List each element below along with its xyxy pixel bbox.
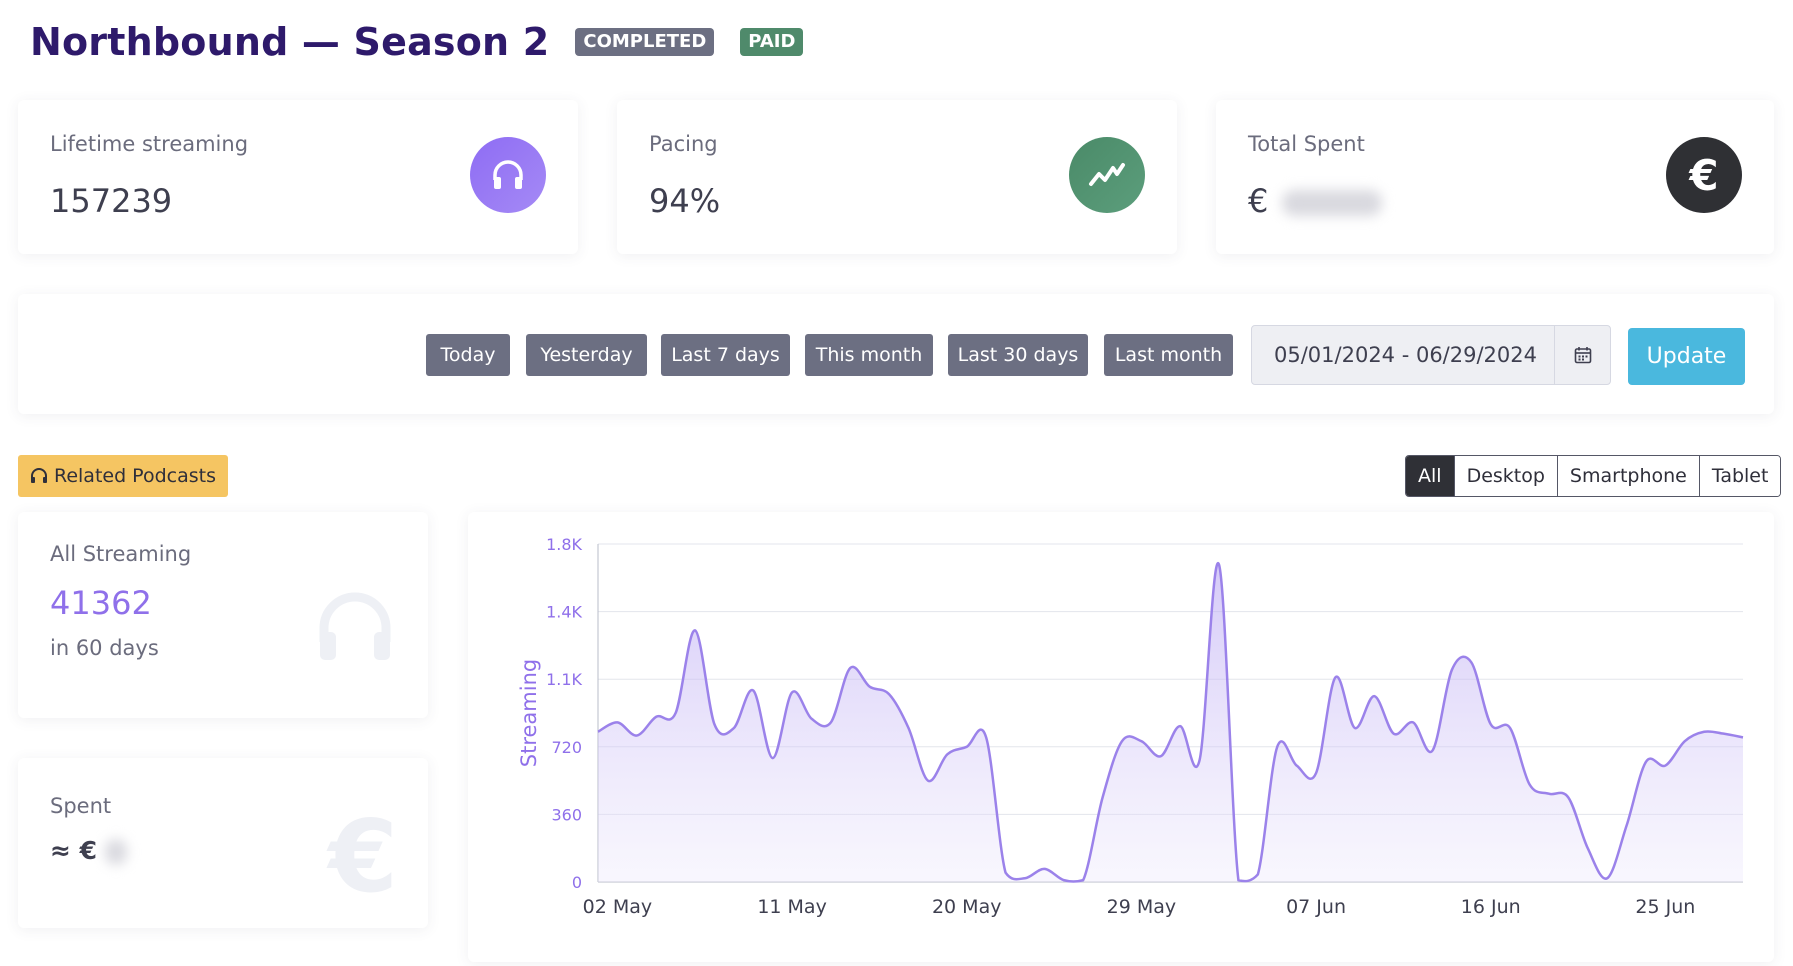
stat-value: 157239 xyxy=(50,182,173,220)
series-line xyxy=(597,562,1744,883)
streaming-area-chart: 0 360 720 1.1K 1.4K 1.8K Streaming 02 May 11 May… xyxy=(517,535,1744,918)
all-streaming-period: in 60 days xyxy=(50,636,159,660)
device-tabs: All Desktop Smartphone Tablet xyxy=(1405,455,1782,497)
y-tick-label: 360 xyxy=(551,805,582,824)
euro-glyph: € xyxy=(1689,150,1719,200)
headphones-icon xyxy=(30,468,47,483)
lifetime-streaming-card: Lifetime streaming 157239 xyxy=(18,100,578,254)
x-tick-label: 11 May xyxy=(757,896,827,918)
x-tick-label: 29 May xyxy=(1107,896,1177,918)
related-podcasts-label: Related Podcasts xyxy=(53,465,216,487)
calendar-icon[interactable] xyxy=(1554,326,1610,384)
y-tick-label: 0 xyxy=(572,873,582,892)
status-badge-paid: PAID xyxy=(740,28,804,56)
filter-this-month-button[interactable]: This month xyxy=(805,334,933,376)
series-area-fill xyxy=(598,563,1743,882)
total-spent-card: Total Spent € € xyxy=(1216,100,1774,254)
filter-last-7-days-button[interactable]: Last 7 days xyxy=(661,334,790,376)
euro-watermark-icon: € xyxy=(328,798,398,915)
spent-approx-symbol: ≈ € xyxy=(50,836,98,865)
stat-label: Total Spent xyxy=(1248,132,1365,156)
stat-value: € xyxy=(1248,182,1383,220)
x-tick-label: 02 May xyxy=(583,896,653,918)
page-header: Northbound — Season 2 COMPLETED PAID xyxy=(30,20,804,64)
date-range-picker[interactable]: 05/01/2024 - 06/29/2024 xyxy=(1251,325,1611,385)
redacted-amount xyxy=(105,839,128,865)
all-streaming-value: 41362 xyxy=(50,584,152,622)
filter-today-button[interactable]: Today xyxy=(426,334,510,376)
redacted-amount xyxy=(1282,190,1383,216)
all-streaming-label: All Streaming xyxy=(50,542,192,566)
tab-all[interactable]: All xyxy=(1406,456,1454,496)
y-tick-label: 720 xyxy=(551,738,582,757)
spent-value: ≈ € xyxy=(50,836,128,865)
tab-smartphone[interactable]: Smartphone xyxy=(1556,456,1699,496)
filter-last-month-button[interactable]: Last month xyxy=(1104,334,1233,376)
x-tick-label: 07 Jun xyxy=(1286,896,1346,918)
y-tick-label: 1.4K xyxy=(546,603,582,622)
stat-label: Lifetime streaming xyxy=(50,132,249,156)
euro-icon: € xyxy=(1666,137,1742,213)
y-tick-label: 1.8K xyxy=(546,535,582,554)
page-title: Northbound — Season 2 xyxy=(30,20,550,64)
pacing-card: Pacing 94% xyxy=(617,100,1177,254)
spent-card: Spent ≈ € € xyxy=(18,758,428,928)
x-tick-label: 25 Jun xyxy=(1635,896,1695,918)
headphones-watermark-icon xyxy=(316,592,394,666)
date-filter-bar: Today Yesterday Last 7 days This month L… xyxy=(18,294,1774,414)
tab-desktop[interactable]: Desktop xyxy=(1453,456,1557,496)
y-tick-label: 1.1K xyxy=(546,670,582,689)
x-tick-label: 20 May xyxy=(932,896,1002,918)
related-podcasts-button[interactable]: Related Podcasts xyxy=(18,455,228,497)
tab-tablet[interactable]: Tablet xyxy=(1698,456,1781,496)
trend-up-icon xyxy=(1069,137,1145,213)
x-tick-label: 16 Jun xyxy=(1461,896,1521,918)
currency-symbol: € xyxy=(1248,182,1269,220)
stat-label: Pacing xyxy=(649,132,718,156)
status-badge-completed: COMPLETED xyxy=(575,28,715,56)
date-range-input[interactable]: 05/01/2024 - 06/29/2024 xyxy=(1274,343,1538,367)
headphones-icon xyxy=(470,137,546,213)
filter-yesterday-button[interactable]: Yesterday xyxy=(526,334,647,376)
all-streaming-card: All Streaming 41362 in 60 days xyxy=(18,512,428,718)
spent-label: Spent xyxy=(50,794,112,818)
streaming-chart-card: 0 360 720 1.1K 1.4K 1.8K Streaming 02 May 11 May… xyxy=(468,512,1774,962)
stat-value: 94% xyxy=(649,182,721,220)
update-button[interactable]: Update xyxy=(1628,328,1745,385)
filter-last-30-days-button[interactable]: Last 30 days xyxy=(948,334,1088,376)
y-axis-title: Streaming xyxy=(517,659,541,767)
